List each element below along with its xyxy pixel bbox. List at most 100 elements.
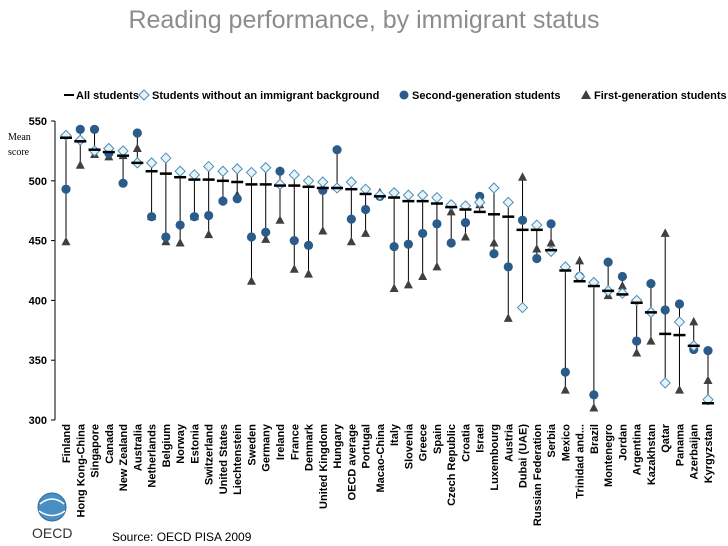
x-tick-label: Netherlands <box>147 424 159 488</box>
second-generation-point <box>175 220 185 230</box>
second-generation-point <box>703 346 713 356</box>
without-immigrant-point <box>260 161 272 174</box>
x-tick-label: France <box>289 424 301 460</box>
second-generation-point <box>489 249 499 259</box>
without-immigrant-point <box>302 175 315 187</box>
without-immigrant-point <box>145 157 158 169</box>
second-generation-point <box>232 194 242 204</box>
x-tick-label: Argentina <box>632 423 644 475</box>
legend: All students Students without an immigran… <box>64 89 727 102</box>
second-generation-point <box>560 367 570 377</box>
first-generation-point <box>361 228 371 237</box>
second-generation-point <box>75 124 85 134</box>
second-generation-point <box>446 238 456 248</box>
first-generation-point <box>304 269 314 278</box>
first-generation-point <box>660 228 670 237</box>
y-axis: 300 350 400 450 500 550 <box>29 116 56 427</box>
x-tick-label: Hungary <box>332 423 344 469</box>
second-generation-point <box>346 214 356 224</box>
legend-item: Second-generation students <box>399 90 561 102</box>
second-generation-point <box>147 212 157 222</box>
y-tick-label: 400 <box>29 295 47 307</box>
first-generation-point <box>346 236 356 246</box>
without-immigrant-point <box>416 189 429 201</box>
first-generation-point <box>432 261 442 271</box>
data-marks <box>60 124 714 412</box>
without-immigrant-point <box>217 165 229 177</box>
second-generation-point <box>303 240 314 250</box>
x-tick-label: Kazakhstan <box>646 424 658 485</box>
first-generation-point <box>632 348 642 357</box>
second-generation-point <box>261 227 271 237</box>
x-tick-label: Portugal <box>361 424 373 469</box>
without-immigrant-point <box>245 166 258 179</box>
oecd-logo: OECD <box>32 492 72 541</box>
without-immigrant-point <box>345 176 358 188</box>
first-generation-point <box>403 279 413 289</box>
first-generation-point <box>489 237 499 247</box>
second-generation-point <box>517 215 528 225</box>
x-tick-label: United Kingdom <box>318 424 330 509</box>
second-generation-point <box>61 184 71 194</box>
legend-marker <box>399 90 409 100</box>
x-tick-label: Trinidad and... <box>575 424 587 499</box>
second-generation-point <box>403 239 413 249</box>
x-tick-label: Montenegro <box>603 424 615 487</box>
x-tick-label: Singapore <box>90 424 102 478</box>
first-generation-point <box>289 264 299 273</box>
first-generation-point <box>546 237 556 247</box>
x-tick-label: Estonia <box>189 423 201 464</box>
x-tick-label: Denmark <box>304 423 316 471</box>
second-generation-point <box>432 219 442 229</box>
first-generation-point <box>61 236 71 246</box>
first-generation-point <box>418 271 428 280</box>
second-generation-point <box>660 305 670 315</box>
x-tick-label: United States <box>218 424 230 494</box>
svg-text:OECD: OECD <box>32 525 72 541</box>
x-tick-label: Luxembourg <box>489 424 501 491</box>
second-generation-point <box>246 232 257 242</box>
second-generation-point <box>632 336 642 346</box>
second-generation-point <box>89 124 100 134</box>
y-tick-label: 550 <box>29 116 47 128</box>
first-generation-point <box>132 143 142 153</box>
x-tick-label: Hong Kong-China <box>75 423 87 517</box>
without-immigrant-point <box>174 165 186 177</box>
first-generation-point <box>318 226 328 235</box>
without-immigrant-point <box>402 189 415 201</box>
x-tick-label: Australia <box>132 423 144 471</box>
first-generation-point <box>589 403 599 412</box>
source-note: Source: OECD PISA 2009 <box>112 530 252 544</box>
without-immigrant-point <box>202 160 215 173</box>
second-generation-point <box>646 279 656 289</box>
second-generation-point <box>118 178 128 188</box>
second-generation-point <box>161 232 171 242</box>
x-tick-label: Spain <box>432 424 444 454</box>
x-tick-label: Belgium <box>161 424 173 468</box>
second-generation-point <box>617 271 628 282</box>
without-immigrant-point <box>531 219 543 231</box>
x-tick-label: Israel <box>475 424 487 453</box>
x-tick-label: Liechtenstein <box>232 424 244 495</box>
first-generation-point <box>532 243 542 253</box>
legend-item: All students <box>64 90 139 102</box>
first-generation-point <box>674 385 684 394</box>
x-tick-label: Jordan <box>617 424 629 461</box>
range-lines <box>65 129 709 409</box>
legend-marker <box>138 89 150 101</box>
x-tick-label: Mexico <box>560 424 572 462</box>
legend-label: Students without an immigrant background <box>152 90 379 102</box>
second-generation-point <box>389 241 399 252</box>
x-tick-label: Sweden <box>246 424 258 466</box>
first-generation-point <box>575 255 585 265</box>
without-immigrant-point <box>317 176 329 188</box>
x-axis-labels: Finland Hong Kong-China Singapore Canada New… <box>61 423 715 526</box>
second-generation-point <box>218 196 228 206</box>
second-generation-point <box>204 210 214 221</box>
without-immigrant-point <box>231 163 243 175</box>
without-immigrant-point <box>673 316 686 328</box>
first-generation-point <box>75 160 85 169</box>
second-generation-point <box>546 219 556 229</box>
legend-item: Students without an immigrant background <box>138 89 379 102</box>
